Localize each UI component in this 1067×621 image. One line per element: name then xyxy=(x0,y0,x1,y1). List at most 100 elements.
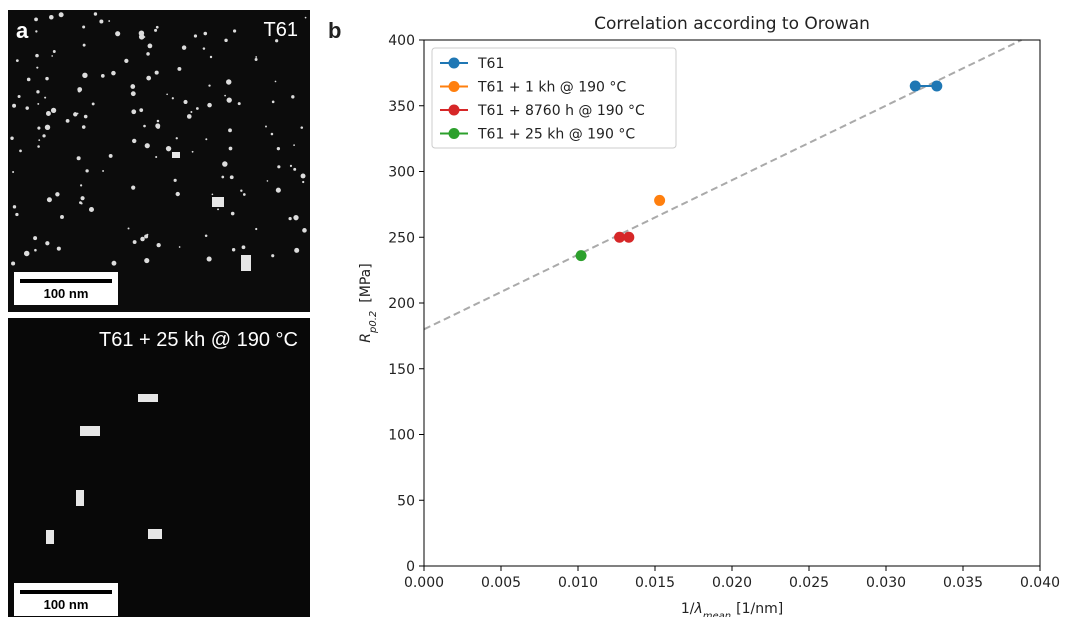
precipitate xyxy=(230,211,235,216)
image-caption: T61 + 25 kh @ 190 °C xyxy=(99,329,298,351)
y-axis-label-part: R xyxy=(358,333,374,343)
point xyxy=(909,80,921,92)
precipitate xyxy=(35,53,39,58)
precipitate xyxy=(77,89,81,93)
precipitate xyxy=(208,84,211,87)
precipitate xyxy=(177,66,182,71)
y-tick-label: 350 xyxy=(388,99,415,115)
precipitate xyxy=(37,145,40,148)
precipitate xyxy=(146,233,149,236)
precipitate xyxy=(270,132,274,136)
precipitate xyxy=(271,100,275,104)
precipitate xyxy=(56,246,61,251)
precipitate xyxy=(52,50,56,53)
precipitate xyxy=(294,247,300,253)
precipitate xyxy=(221,175,225,179)
legend-marker xyxy=(448,57,460,69)
precipitate xyxy=(202,47,206,50)
precipitate xyxy=(49,14,54,20)
precipitate xyxy=(23,250,30,257)
precipitate xyxy=(212,197,224,207)
point xyxy=(575,250,587,262)
micrograph-bottom xyxy=(8,318,310,617)
y-tick-label: 400 xyxy=(388,33,415,49)
x-tick-label: 0.010 xyxy=(558,575,598,591)
precipitate xyxy=(10,136,14,140)
precipitate xyxy=(25,106,29,110)
precipitate xyxy=(19,149,22,153)
precipitate xyxy=(127,227,130,230)
precipitate xyxy=(38,139,41,142)
precipitate xyxy=(231,248,236,252)
precipitate xyxy=(222,161,228,167)
precipitate xyxy=(138,30,145,36)
precipitate xyxy=(289,164,293,167)
scale-bar xyxy=(20,590,112,594)
precipitate xyxy=(144,143,150,149)
legend-label: T61 + 8760 h @ 190 °C xyxy=(477,103,645,119)
precipitate xyxy=(226,79,232,85)
precipitate xyxy=(147,43,153,49)
precipitate xyxy=(108,20,111,22)
precipitate xyxy=(175,137,178,140)
scale-bar-label: 100 nm xyxy=(44,286,89,301)
precipitate xyxy=(60,215,64,219)
precipitate xyxy=(154,70,159,75)
precipitate xyxy=(34,17,38,22)
x-tick-label: 0.025 xyxy=(789,575,829,591)
precipitate xyxy=(15,59,19,62)
precipitate xyxy=(76,490,84,506)
precipitate xyxy=(80,196,85,201)
precipitate xyxy=(195,107,199,110)
precipitate xyxy=(154,28,158,32)
precipitate xyxy=(206,256,212,262)
x-axis-label-part: 1/ xyxy=(681,601,695,617)
x-tick-label: 0.040 xyxy=(1020,575,1060,591)
legend-marker xyxy=(448,128,460,139)
precipitate xyxy=(73,112,78,117)
chart-title: Correlation according to Orowan xyxy=(594,14,870,34)
point xyxy=(623,231,635,243)
precipitate xyxy=(146,52,150,56)
fit-line xyxy=(423,39,1022,331)
precipitate xyxy=(12,103,17,108)
precipitate xyxy=(34,248,37,252)
precipitate xyxy=(172,152,180,158)
y-tick-label: 250 xyxy=(388,230,415,246)
precipitate xyxy=(232,29,237,33)
precipitate xyxy=(108,153,113,158)
precipitate xyxy=(156,125,161,129)
x-tick-label: 0.005 xyxy=(481,575,521,591)
precipitate xyxy=(79,184,83,187)
precipitate xyxy=(275,39,279,43)
precipitate xyxy=(143,124,146,128)
precipitate xyxy=(209,55,213,59)
legend-box xyxy=(431,47,677,149)
precipitate xyxy=(45,111,51,116)
precipitate xyxy=(45,241,50,246)
precipitate xyxy=(35,30,38,33)
precipitate xyxy=(293,167,297,171)
precipitate xyxy=(300,126,304,129)
precipitate xyxy=(46,530,54,544)
x-tick-label: 0.015 xyxy=(635,575,675,591)
point xyxy=(654,194,666,206)
precipitate xyxy=(36,90,40,94)
precipitate xyxy=(12,170,15,173)
point xyxy=(931,80,943,92)
precipitate xyxy=(304,16,307,19)
precipitate xyxy=(276,147,281,151)
precipitate xyxy=(275,187,281,193)
legend-label: T61 + 25 kh @ 190 °C xyxy=(477,127,635,143)
precipitate xyxy=(242,193,246,196)
plot-frame xyxy=(423,39,1041,567)
precipitate xyxy=(240,189,243,192)
precipitate xyxy=(85,169,89,173)
precipitate xyxy=(111,260,117,266)
precipitate xyxy=(155,155,158,159)
x-tick-label: 0.035 xyxy=(943,575,983,591)
precipitate xyxy=(82,72,88,79)
y-tick-label: 0 xyxy=(406,559,415,575)
precipitate xyxy=(44,96,47,99)
